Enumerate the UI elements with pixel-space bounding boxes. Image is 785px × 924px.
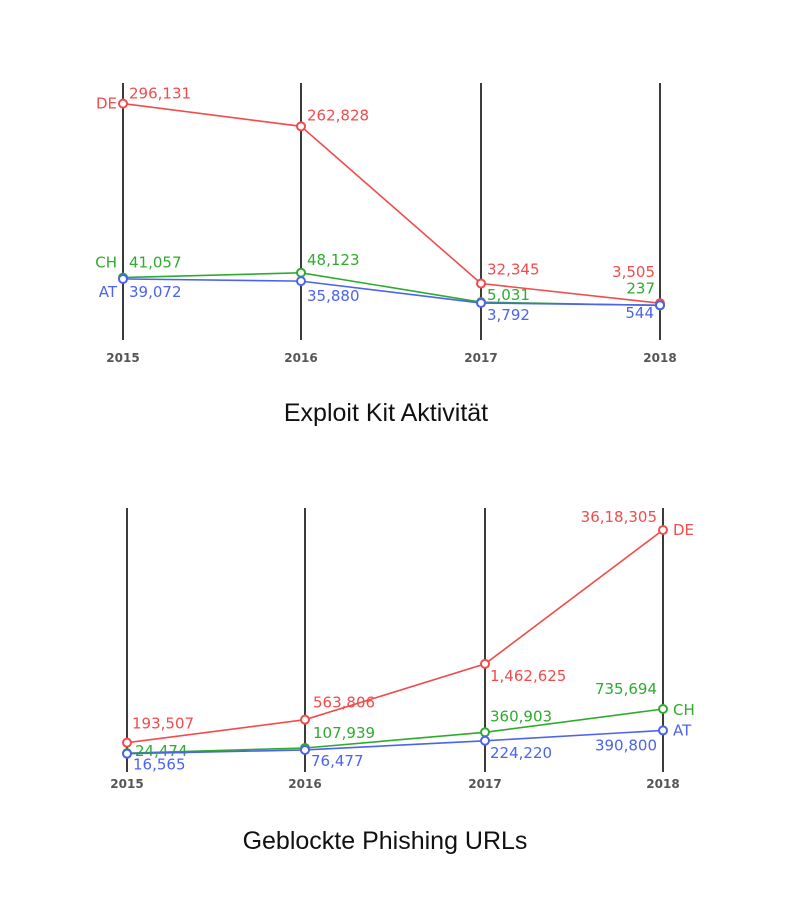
value-label-ch-2015: 24,474 [135,742,188,760]
value-label-de-2018: 36,18,305 [581,508,657,526]
point-at-2015 [122,748,132,759]
series-line-de [126,529,664,744]
point-at-2016 [300,744,310,755]
value-label-at-2016: 35,880 [307,287,360,305]
value-label-ch-2015: 41,057 [129,254,182,272]
value-label-at-2018: 390,800 [595,736,657,754]
point-at-2018 [658,725,668,736]
tick-label-2017: 2017 [464,351,497,365]
value-label-de-2016: 563,806 [313,694,375,712]
point-de-2016 [296,121,306,132]
value-label-ch-2018: 237 [626,279,655,297]
series-line-de [122,102,661,305]
point-at-2018 [655,300,665,311]
series-label-de: DE [673,521,694,539]
phishing-urls-chart: 2015 2016 2017 2018 193,507 563,806 1,462,625 3… [110,508,695,855]
tick-label-2018: 2018 [643,351,676,365]
tick-label-2018: 2018 [646,777,679,791]
value-label-ch-2017: 360,903 [490,707,552,725]
tick-label-2016: 2016 [284,351,317,365]
value-label-at-2015: 16,565 [133,756,186,774]
value-label-de-2017: 32,345 [487,261,540,279]
value-label-de-2016: 262,828 [307,106,369,124]
tick-label-2015: 2015 [110,777,143,791]
point-at-2017 [480,735,490,746]
tick-label-2017: 2017 [468,777,501,791]
series-line-ch [126,708,664,754]
tick-label-2015: 2015 [106,351,139,365]
exploit-kit-chart: 2015 2016 2017 2018 296,131 262,828 32,345 3,50… [95,83,677,427]
value-label-de-2015: 193,507 [132,715,194,733]
chart-title: Geblockte Phishing URLs [243,827,528,855]
value-label-at-2015: 39,072 [129,283,182,301]
tick-label-2016: 2016 [288,777,321,791]
series-line-at [122,278,661,307]
point-at-2017 [476,298,486,309]
value-label-de-2015: 296,131 [129,85,191,103]
point-ch-2016 [296,267,306,278]
value-label-ch-2016: 48,123 [307,251,360,269]
value-label-ch-2017: 5,031 [487,286,530,304]
value-label-ch-2016: 107,939 [313,724,375,742]
point-de-2017 [480,658,490,669]
point-de-2015 [118,98,128,109]
value-label-at-2017: 224,220 [490,744,552,762]
value-label-at-2017: 3,792 [487,306,530,324]
point-at-2015 [118,273,128,284]
series-label-ch: CH [95,254,117,272]
series-label-ch: CH [673,701,695,719]
series-line-ch [122,271,661,307]
value-label-de-2018: 3,505 [612,263,655,281]
point-de-2015 [122,737,132,748]
point-de-2016 [300,714,310,725]
point-de-2018 [658,525,668,535]
point-at-2016 [296,276,306,287]
value-label-at-2018: 544 [625,304,654,322]
series-label-de: DE [96,95,117,113]
point-ch-2018 [658,704,668,715]
series-line-at [126,729,664,755]
value-label-ch-2018: 735,694 [595,680,657,698]
series-label-at: AT [99,283,118,301]
series-label-at: AT [673,721,692,739]
point-de-2017 [476,278,486,289]
value-label-at-2016: 76,477 [311,752,364,770]
chart-title: Exploit Kit Aktivität [284,399,488,427]
value-label-de-2017: 1,462,625 [490,667,566,685]
point-ch-2017 [480,727,490,738]
